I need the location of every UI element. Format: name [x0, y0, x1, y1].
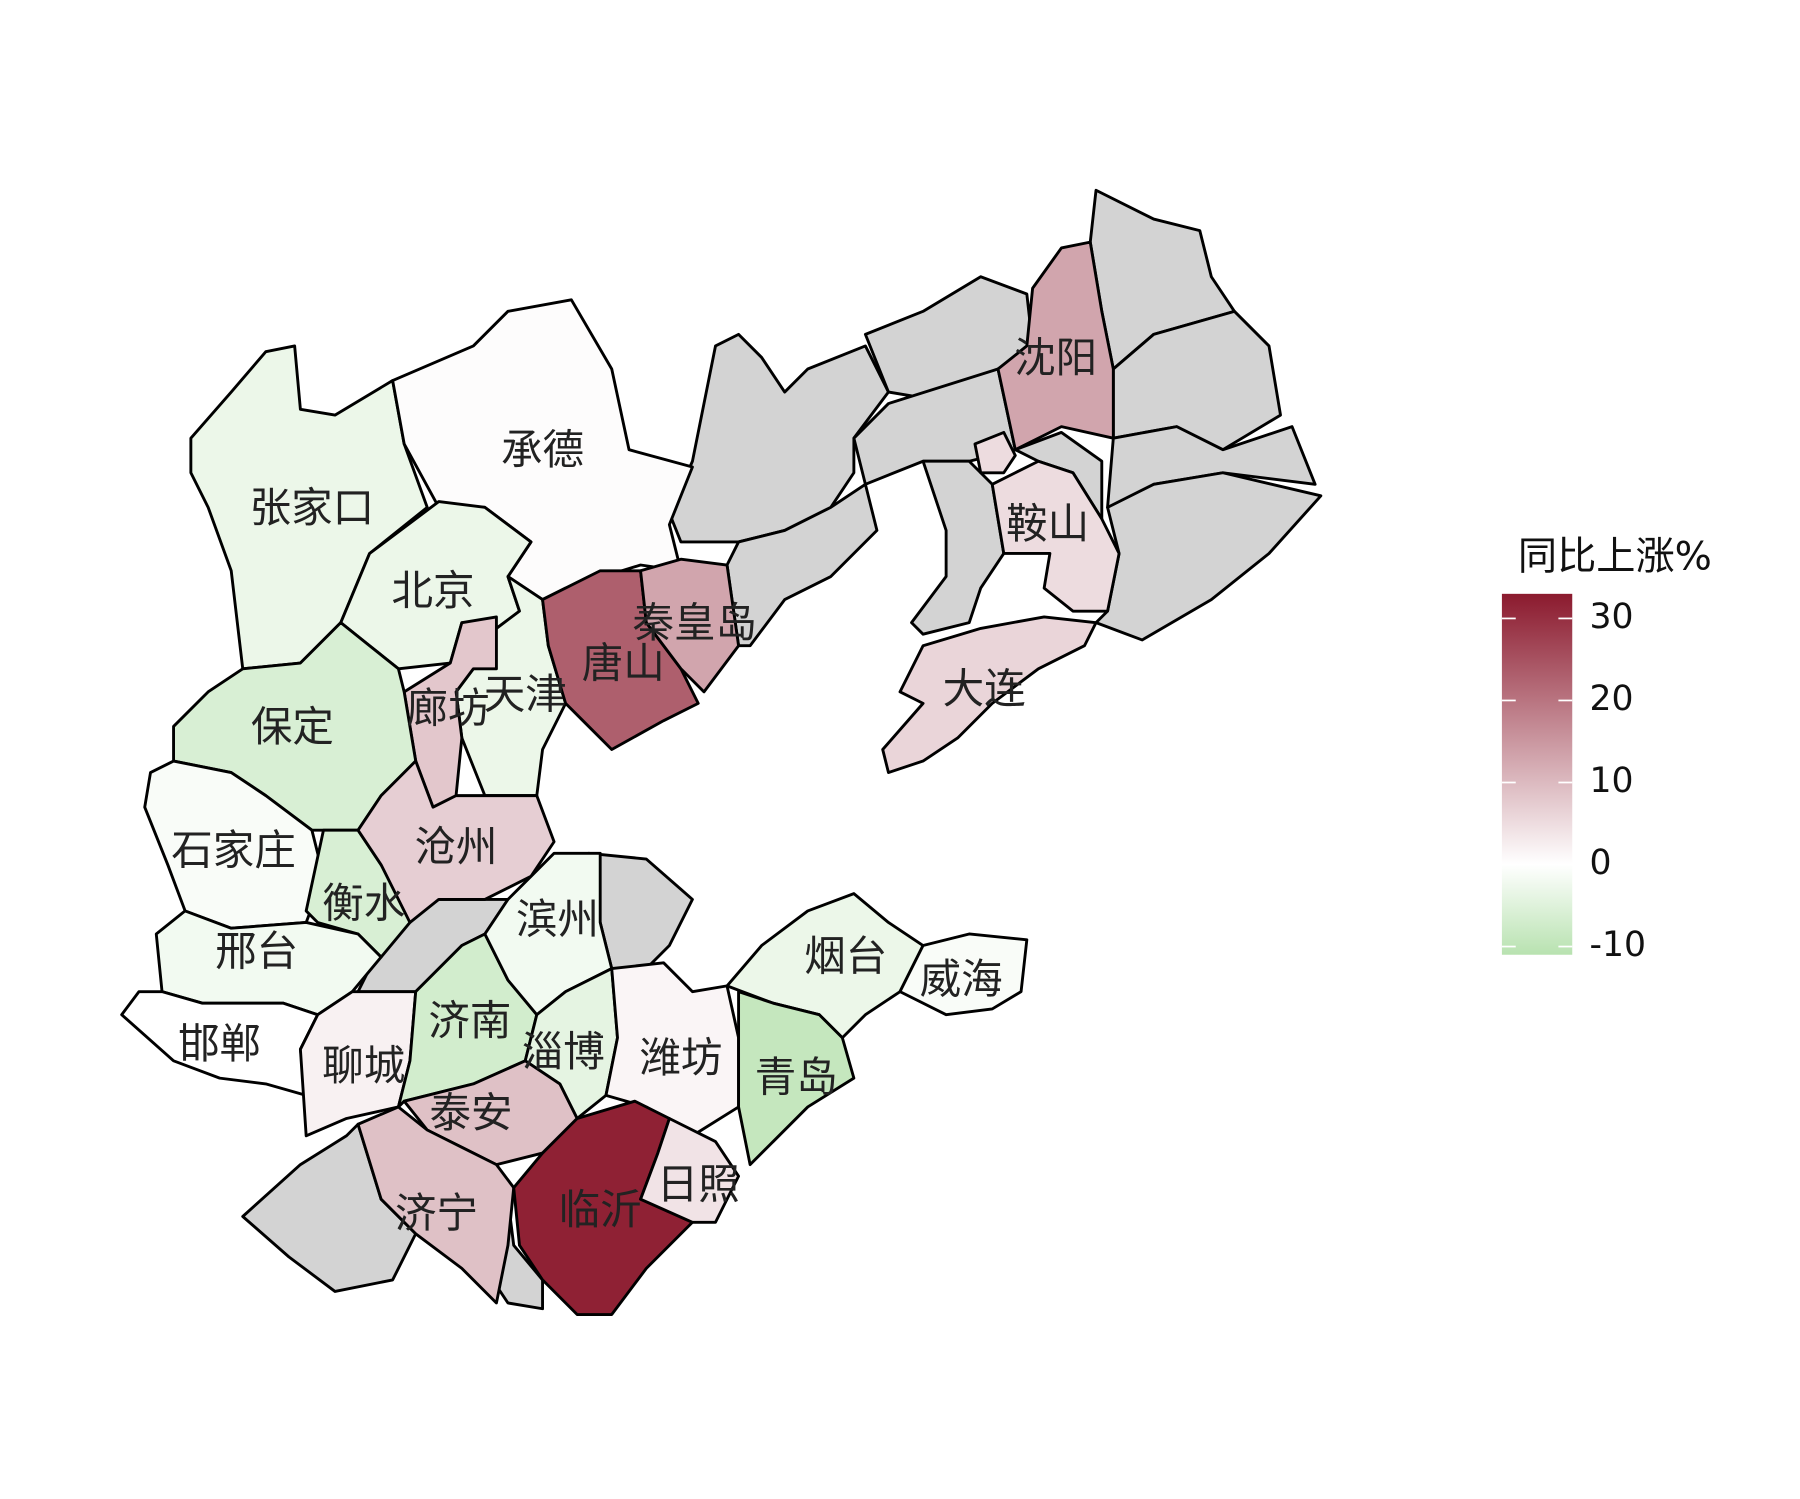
no-data-region: [1094, 471, 1323, 642]
region-label: 廊坊: [406, 683, 489, 732]
region-label: 淄博: [522, 1027, 605, 1076]
colorbar: [1501, 593, 1573, 955]
region-label: 聊城: [322, 1041, 405, 1090]
region-label: 大连: [943, 664, 1026, 713]
region: [990, 459, 1121, 613]
region-label: 邯郸: [178, 1019, 261, 1068]
region-label: 北京: [391, 566, 474, 615]
region-label: 威海: [920, 954, 1003, 1003]
region-label: 日照: [657, 1160, 740, 1209]
region-label: 临沂: [559, 1185, 642, 1234]
no-data-region: [667, 332, 890, 544]
region-label: 天津: [484, 670, 567, 719]
region-label: 沧州: [415, 822, 498, 871]
region-label: 泰安: [430, 1088, 513, 1137]
region: [639, 557, 741, 694]
region: [402, 615, 498, 809]
region-label: 鞍山: [1006, 499, 1089, 548]
region: [120, 990, 320, 1097]
no-data-region: [910, 459, 1006, 636]
region-label: 滨州: [516, 894, 599, 943]
region: [639, 1117, 741, 1224]
region-label: 济南: [428, 996, 511, 1045]
region-label: 潍坊: [639, 1033, 722, 1082]
region-label: 邢台: [215, 927, 298, 976]
region: [356, 759, 556, 924]
region-label: 烟台: [804, 931, 887, 980]
region: [973, 430, 1017, 475]
legend-title: 同比上涨%: [1518, 535, 1712, 580]
region: [996, 240, 1115, 452]
region-label: 承德: [501, 425, 584, 474]
region-label: 保定: [251, 702, 334, 751]
region-label: 石家庄: [171, 825, 296, 874]
region: [898, 932, 1029, 1017]
region: [737, 990, 856, 1167]
region: [541, 569, 700, 751]
region-label: 秦皇岛: [632, 598, 757, 647]
colorbar-tick-label: 30: [1590, 597, 1634, 637]
regions: [120, 240, 1121, 1316]
region-label: 济宁: [395, 1188, 478, 1237]
region-label: 唐山: [582, 638, 665, 687]
region-label: 沈阳: [1014, 333, 1097, 382]
region: [356, 1105, 516, 1305]
colorbar-tick-label: 0: [1590, 843, 1612, 883]
region: [881, 615, 1098, 775]
legend: 同比上涨% -10 0 10 20 30: [1501, 535, 1712, 965]
region: [189, 344, 429, 671]
region-label: 衡水: [322, 878, 405, 927]
no-data-region: [725, 482, 879, 648]
colorbar-tick-label: -10: [1590, 925, 1646, 965]
colorbar-tick-label: 10: [1590, 761, 1634, 801]
region-label: 张家口: [250, 483, 375, 532]
colorbar-tick-label: 20: [1590, 679, 1634, 719]
region-label: 青岛: [755, 1052, 838, 1101]
